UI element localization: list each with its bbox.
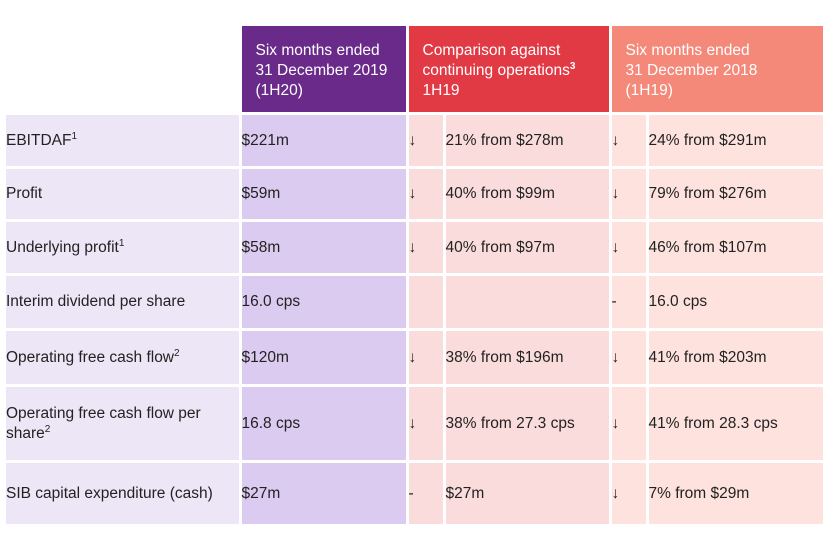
- prior-trend-indicator: ↓: [610, 167, 649, 222]
- comparison-change-text: 38% from 27.3 cps: [444, 385, 612, 463]
- prior-change-text: 24% from $291m: [647, 113, 823, 169]
- row-label: Interim dividend per share: [6, 274, 242, 331]
- row-label-text: Underlying profit: [6, 238, 119, 256]
- row-label: SIB capital expenditure (cash): [6, 461, 242, 527]
- row-label-footnote: 1: [118, 237, 125, 249]
- prior-change-text: 46% from $107m: [647, 220, 823, 276]
- row-label: Operating free cash flow per share2: [6, 385, 242, 463]
- table-row: EBITDAF1 $221m ↓ 21% from $278m ↓ 24% fr…: [6, 113, 823, 169]
- table-row: Profit $59m ↓ 40% from $99m ↓ 79% from $…: [6, 167, 823, 222]
- row-label-text: Interim dividend per share: [6, 293, 186, 310]
- prior-change-text: 16.0 cps: [647, 274, 823, 331]
- row-label: EBITDAF1: [6, 113, 242, 169]
- comparison-trend-indicator: ↓: [407, 113, 446, 169]
- row-label: Underlying profit1: [6, 220, 242, 276]
- row-current-value: $59m: [240, 167, 409, 222]
- comparison-change-text: 40% from $99m: [444, 167, 612, 222]
- header-current-text: Six months ended 31 December 2019 (1H20): [255, 42, 388, 99]
- comparison-trend-indicator: ↓: [407, 220, 446, 276]
- results-summary-table: Six months ended 31 December 2019 (1H20)…: [6, 26, 823, 527]
- comparison-trend-indicator: ↓: [407, 167, 446, 222]
- header-current-period: Six months ended 31 December 2019 (1H20): [240, 26, 409, 115]
- header-prior-text: Six months ended 31 December 2018 (1H19): [625, 42, 758, 99]
- table-row: Underlying profit1 $58m ↓ 40% from $97m …: [6, 220, 823, 276]
- row-current-value: $221m: [240, 113, 409, 169]
- header-comparison-line2: continuing operations: [422, 62, 570, 79]
- header-comparison-footnote: 3: [569, 60, 576, 72]
- prior-change-text: 41% from 28.3 cps: [647, 385, 823, 463]
- header-prior-period: Six months ended 31 December 2018 (1H19): [610, 26, 823, 115]
- row-label-text: Profit: [6, 185, 43, 202]
- comparison-change-text: 40% from $97m: [444, 220, 612, 276]
- row-label-footnote: 1: [71, 130, 78, 142]
- header-comparison-line3: 1H19: [422, 82, 460, 99]
- row-current-value: 16.0 cps: [240, 274, 409, 331]
- table-row: Operating free cash flow per share2 16.8…: [6, 385, 823, 463]
- comparison-change-text: 21% from $278m: [444, 113, 612, 169]
- prior-trend-indicator: ↓: [610, 385, 649, 463]
- row-current-value: $120m: [240, 329, 409, 387]
- prior-trend-indicator: ↓: [610, 461, 649, 527]
- table-row: Operating free cash flow2 $120m ↓ 38% fr…: [6, 329, 823, 387]
- row-label: Profit: [6, 167, 242, 222]
- row-label-footnote: 2: [174, 347, 180, 359]
- comparison-change-text: [444, 274, 612, 331]
- comparison-change-text: $27m: [444, 461, 612, 527]
- comparison-trend-indicator: ↓: [407, 329, 446, 387]
- prior-trend-indicator: ↓: [610, 220, 649, 276]
- comparison-trend-indicator: [407, 274, 446, 331]
- header-row: Six months ended 31 December 2019 (1H20)…: [6, 26, 823, 115]
- row-label: Operating free cash flow2: [6, 329, 242, 387]
- row-label-text: EBITDAF: [6, 131, 72, 149]
- prior-trend-indicator: ↓: [610, 113, 649, 169]
- table-row: SIB capital expenditure (cash) $27m - $2…: [6, 461, 823, 527]
- prior-change-text: 7% from $29m: [647, 461, 823, 527]
- prior-trend-indicator: ↓: [610, 329, 649, 387]
- table-row: Interim dividend per share 16.0 cps - 16…: [6, 274, 823, 331]
- comparison-trend-indicator: -: [407, 461, 446, 527]
- header-comparison-continuing: Comparison against continuing operations…: [407, 26, 612, 115]
- row-current-value: $58m: [240, 220, 409, 276]
- prior-change-text: 79% from $276m: [647, 167, 823, 222]
- header-comparison-line1: Comparison against: [422, 42, 561, 59]
- row-label-footnote: 2: [44, 423, 51, 435]
- row-label-text: Operating free cash flow per share: [6, 404, 201, 442]
- prior-trend-indicator: -: [610, 274, 649, 331]
- row-current-value: $27m: [240, 461, 409, 527]
- header-comparison-text: Comparison against continuing operations…: [409, 26, 609, 101]
- row-current-value: 16.8 cps: [240, 385, 409, 463]
- comparison-trend-indicator: ↓: [407, 385, 446, 463]
- row-label-text: Operating free cash flow: [6, 348, 175, 366]
- row-label-text: SIB capital expenditure (cash): [6, 484, 213, 502]
- prior-change-text: 41% from $203m: [647, 329, 823, 387]
- header-blank-cell: [6, 26, 242, 115]
- comparison-change-text: 38% from $196m: [444, 329, 612, 387]
